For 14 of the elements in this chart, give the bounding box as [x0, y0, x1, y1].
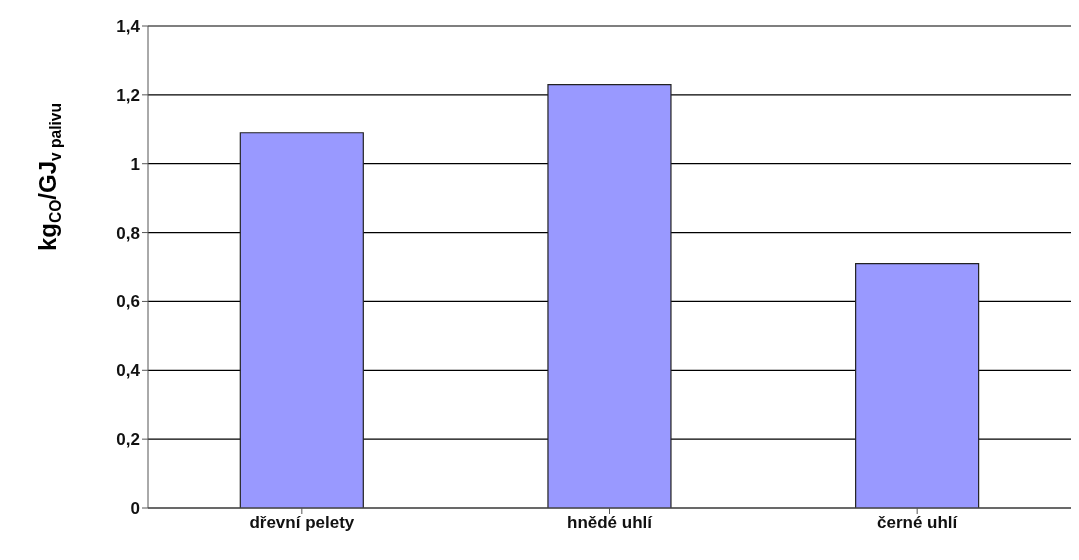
bar	[855, 262, 980, 508]
x-tick-label: černé uhlí	[877, 513, 959, 533]
y-tick-label: 0	[130, 499, 140, 519]
y-tick-label: 1,4	[116, 17, 141, 37]
y-tick-label: 0,2	[116, 430, 140, 450]
x-tick-label: dřevní pelety	[249, 513, 355, 533]
y-tick-label: 1,2	[116, 85, 140, 105]
bar	[239, 132, 364, 508]
x-tick-label: hnědé uhlí	[567, 513, 654, 533]
y-tick-label: 0,6	[116, 292, 140, 312]
y-tick-label: 1	[130, 154, 140, 174]
y-tick-label: 0,4	[116, 361, 141, 381]
bar	[547, 83, 672, 508]
y-tick-label: 0,8	[116, 223, 140, 243]
